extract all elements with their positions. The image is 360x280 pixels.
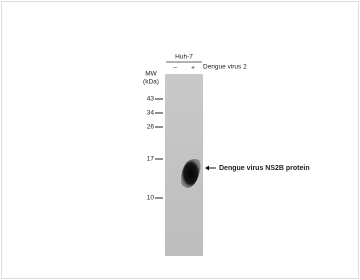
mw-unit: (kDa) (143, 79, 159, 86)
marker-label: 43 (147, 96, 155, 103)
marker-label: 17 (147, 156, 155, 163)
treatment: Dengue virus 2 (203, 64, 247, 71)
cell-line: Huh-7 (175, 54, 193, 61)
band-label: Dengue virus NS2B protein (219, 165, 310, 172)
mw-label: MW (145, 71, 157, 78)
lane-label: + (191, 65, 195, 72)
marker-label: 10 (147, 195, 155, 202)
figure: Huh-7 – + Dengue virus 2 MW (kDa) Dengue… (0, 0, 360, 280)
lane-label: – (173, 65, 177, 72)
marker-label: 26 (147, 124, 155, 131)
marker-label: 34 (147, 110, 155, 117)
